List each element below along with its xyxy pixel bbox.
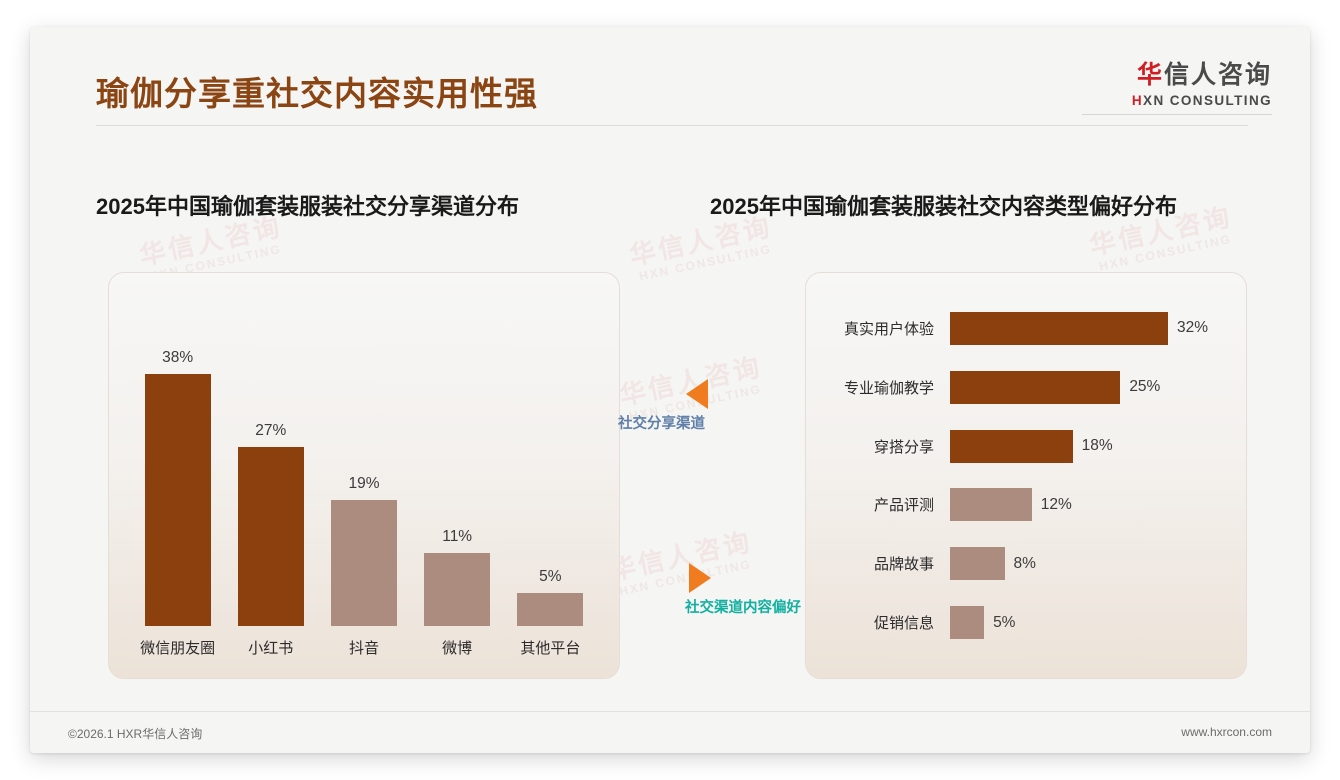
vertical-bar-column: 38% 微信朋友圈 (135, 295, 221, 678)
slide-footer: ©2026.1 HXR华信人咨询 www.hxrcon.com (30, 711, 1310, 753)
logo-cn-first-char: 华 (1136, 61, 1164, 89)
callout-social-share-channel: 社交分享渠道 (618, 379, 708, 433)
bar-category-label: 微博 (442, 640, 473, 657)
bar-rect (144, 374, 211, 626)
vertical-bar-column: 27% 小红书 (228, 295, 314, 678)
bar-value-label: 11% (442, 528, 473, 546)
callout-content-preference: 社交渠道内容偏好 (685, 563, 801, 617)
bar-value-label: 19% (348, 475, 380, 492)
slide-canvas: 瑜伽分享重社交内容实用性强 华信人咨询 HXN CONSULTING 2025年… (30, 27, 1310, 753)
watermark: 华信人咨询 HXN CONSULTING (626, 211, 778, 285)
left-chart-title: 2025年中国瑜伽套装服装社交分享渠道分布 (96, 194, 519, 219)
page-title: 瑜伽分享重社交内容实用性强 (96, 75, 538, 112)
copyright-text: ©2026.1 HXR华信人咨询 (68, 727, 203, 741)
horizontal-bar-row: 真实用户体验 32% (824, 306, 1228, 350)
bar-category-label: 其他平台 (520, 640, 581, 657)
bar-rect (424, 553, 491, 626)
bar-rect (950, 311, 1168, 345)
triangle-right-icon (689, 563, 711, 593)
bar-value-label: 38% (162, 349, 194, 366)
left-chart-panel: 38% 微信朋友圈 27% 小红书 19% 抖音 11% 微博 5% 其他平台 (108, 272, 620, 679)
horizontal-bar-row: 品牌故事 8% (824, 542, 1228, 586)
bar-value-label: 8% (1013, 554, 1036, 572)
bar-rect (950, 370, 1121, 404)
logo-en-rest: XN CONSULTING (1143, 92, 1272, 108)
bar-category-label: 小红书 (248, 640, 294, 657)
watermark-cn: 华信人咨询 (136, 211, 285, 271)
logo-chinese-text: 华信人咨询 (1082, 61, 1272, 90)
bar-value-label: 5% (539, 567, 562, 585)
bar-category-label: 品牌故事 (873, 556, 934, 574)
horizontal-bar-row: 穿搭分享 18% (824, 424, 1228, 468)
company-logo: 华信人咨询 HXN CONSULTING (1082, 61, 1272, 115)
bar-category-label: 促销信息 (873, 615, 934, 633)
horizontal-bar-row: 专业瑜伽教学 25% (824, 365, 1228, 409)
callout-channel-label: 社交分享渠道 (618, 416, 705, 432)
website-text: www.hxrcon.com (1181, 725, 1272, 739)
bar-value-label: 12% (1040, 495, 1072, 513)
bar-category-label: 穿搭分享 (873, 438, 934, 456)
watermark-cn: 华信人咨询 (626, 211, 775, 271)
bar-value-label: 5% (993, 613, 1016, 631)
right-chart-panel: 真实用户体验 32% 专业瑜伽教学 25% 穿搭分享 18% 产品评测 12% 品牌故事 8% 促销… (805, 272, 1247, 679)
bar-category-label: 专业瑜伽教学 (843, 379, 934, 397)
bar-rect (950, 547, 1005, 581)
bar-rect (950, 488, 1032, 522)
horizontal-bar-row: 促销信息 5% (824, 601, 1228, 645)
bar-rect (330, 500, 397, 626)
logo-cn-rest: 信人咨询 (1163, 61, 1272, 89)
logo-english-text: HXN CONSULTING (1082, 93, 1272, 108)
logo-en-first-char: H (1131, 92, 1144, 108)
bar-rect (950, 429, 1073, 463)
bar-value-label: 32% (1177, 319, 1209, 337)
vertical-bar-column: 19% 抖音 (321, 295, 407, 678)
title-divider (96, 125, 1248, 126)
watermark-en: HXN CONSULTING (1097, 231, 1233, 274)
bar-category-label: 微信朋友圈 (140, 640, 216, 657)
logo-underline (1082, 113, 1272, 115)
horizontal-bar-chart: 真实用户体验 32% 专业瑜伽教学 25% 穿搭分享 18% 产品评测 12% 品牌故事 8% 促销… (806, 273, 1246, 678)
horizontal-bar-row: 产品评测 12% (824, 483, 1228, 527)
right-chart-title: 2025年中国瑜伽套装服装社交内容类型偏好分布 (710, 194, 1177, 219)
bar-category-label: 真实用户体验 (843, 320, 934, 338)
bar-category-label: 产品评测 (873, 497, 934, 515)
bar-value-label: 18% (1081, 437, 1113, 455)
triangle-left-icon (686, 379, 708, 409)
bar-category-label: 抖音 (348, 640, 379, 657)
vertical-bar-column: 11% 微博 (414, 295, 500, 678)
bar-value-label: 25% (1129, 378, 1161, 396)
bar-rect (237, 446, 304, 626)
bar-value-label: 27% (255, 421, 287, 439)
bar-rect (517, 592, 584, 626)
vertical-bar-chart: 38% 微信朋友圈 27% 小红书 19% 抖音 11% 微博 5% 其他平台 (109, 273, 619, 678)
callout-preference-label: 社交渠道内容偏好 (685, 600, 801, 616)
vertical-bar-column: 5% 其他平台 (507, 295, 593, 678)
bar-rect (950, 606, 985, 640)
watermark-en: HXN CONSULTING (637, 241, 773, 284)
